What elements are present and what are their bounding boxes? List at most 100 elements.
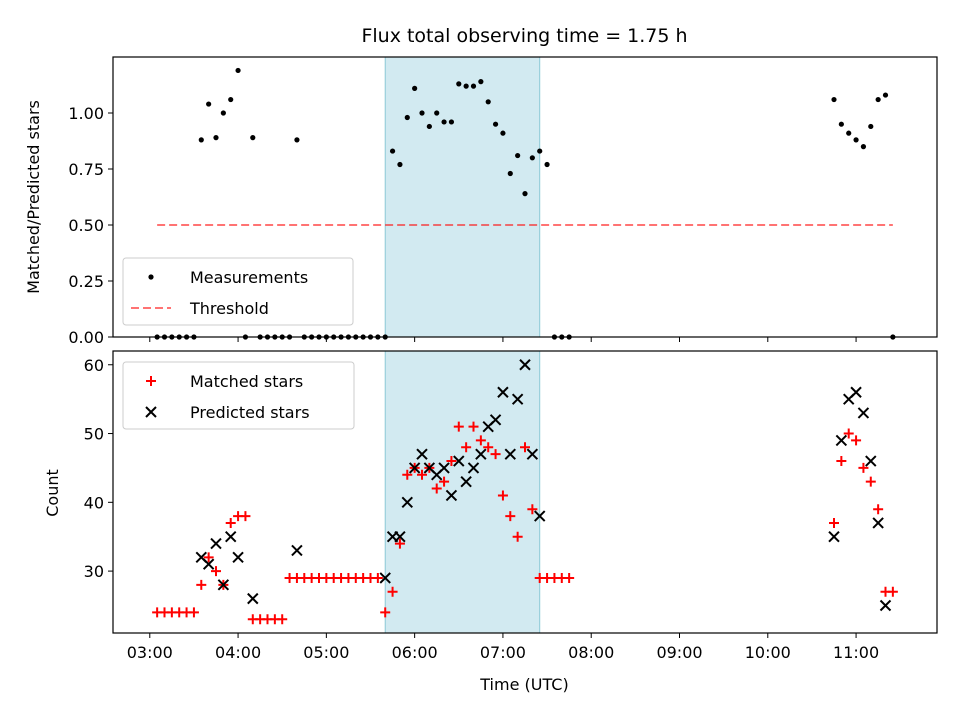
predicted-star-point <box>850 386 862 398</box>
predicted-star-point <box>438 462 450 474</box>
measurement-point <box>485 99 491 105</box>
measurement-point <box>250 135 256 141</box>
predicted-star-point <box>828 530 840 543</box>
predicted-star-point <box>379 572 391 584</box>
measurement-point <box>846 130 852 136</box>
measurement-point <box>860 144 867 150</box>
measurement-point <box>220 110 226 116</box>
bottom-legend: Matched stars Predicted stars <box>122 361 355 430</box>
measurement-point <box>875 96 881 103</box>
measurement-point <box>294 137 300 143</box>
matched-star-point <box>439 476 450 487</box>
predicted-star-point <box>445 489 458 502</box>
legend-label: Matched stars <box>190 372 303 391</box>
predicted-star-point <box>453 455 465 467</box>
legend-marker-measurements <box>148 274 154 280</box>
bottom-ytick-label: 50 <box>84 425 104 444</box>
measurement-point <box>235 67 241 74</box>
predicted-star-point <box>879 599 892 612</box>
predicted-star-point <box>291 544 303 557</box>
top-panel: Matched/Predicted stars 0.00 0.25 0.50 0.75… <box>24 56 938 347</box>
predicted-star-point <box>511 393 524 405</box>
measurement-point <box>522 191 528 197</box>
xtick-label: 09:00 <box>656 643 702 662</box>
top-ytick-label: 0.25 <box>68 272 104 291</box>
measurement-point <box>198 137 204 143</box>
legend-label: Predicted stars <box>190 403 310 422</box>
matched-star-point <box>211 566 221 577</box>
matched-star-point <box>196 579 207 590</box>
predicted-star-point <box>872 517 884 529</box>
predicted-star-point <box>408 462 421 474</box>
measurement-point <box>434 110 440 116</box>
matched-star-point <box>461 442 472 453</box>
predicted-star-point <box>394 530 406 543</box>
matched-star-point <box>453 421 464 432</box>
predicted-star-point <box>504 448 516 460</box>
matched-star-point <box>394 538 405 549</box>
predicted-star-point <box>857 407 870 419</box>
matched-star-point <box>505 511 516 522</box>
matched-star-point <box>240 511 251 522</box>
top-ytick-label: 0.50 <box>68 216 104 235</box>
xtick-label: 10:00 <box>745 643 791 662</box>
matched-star-point <box>483 442 494 453</box>
predicted-star-point <box>865 455 877 467</box>
bottom-ytick-label: 60 <box>84 356 104 375</box>
measurement-point <box>228 96 234 103</box>
measurement-point <box>389 148 396 154</box>
xtick-label: 06:00 <box>392 643 438 662</box>
predicted-star-point <box>416 448 428 460</box>
bottom-xlabel: Time (UTC) <box>479 675 568 694</box>
matched-star-point <box>512 531 523 542</box>
predicted-star-point <box>202 558 215 570</box>
matched-star-point <box>277 614 288 625</box>
predicted-star-point <box>232 551 244 564</box>
measurement-point <box>206 101 212 107</box>
measurement-point <box>529 155 535 161</box>
measurement-point <box>868 123 874 130</box>
top-legend-box <box>122 257 354 326</box>
legend-marker-predicted <box>145 406 157 418</box>
matched-star-point <box>497 490 508 501</box>
predicted-star-point <box>401 496 413 509</box>
xtick-label: 07:00 <box>480 643 526 662</box>
predicted-star-point <box>210 537 222 550</box>
legend-marker-matched <box>146 376 156 386</box>
measurement-point <box>838 121 844 127</box>
matched-star-point <box>402 469 413 480</box>
top-axes-frame <box>112 56 938 338</box>
xtick-label: 08:00 <box>568 643 614 662</box>
top-ytick-label: 1.00 <box>68 104 104 123</box>
predicted-star-point <box>217 579 230 591</box>
measurement-point <box>537 148 543 154</box>
matched-star-point <box>203 552 214 563</box>
matched-star-point <box>475 435 486 446</box>
matched-star-point <box>873 504 884 515</box>
measurement-point <box>478 79 484 85</box>
measurement-point <box>456 81 462 87</box>
bottom-observing-interval-shade <box>384 350 541 634</box>
chart-title: Flux total observing time = 1.75 h <box>361 25 687 47</box>
matched-star-point <box>225 517 236 528</box>
matched-star-point <box>417 469 427 480</box>
predicted-star-point <box>526 448 539 460</box>
matched-star-point <box>468 421 479 432</box>
measurement-point <box>853 137 859 143</box>
measurement-point <box>419 110 425 116</box>
matched-star-point <box>843 428 854 439</box>
measurement-point <box>507 170 513 177</box>
matched-star-point <box>829 517 839 528</box>
bottom-ylabel: Count <box>43 469 62 517</box>
measurement-point <box>882 92 889 98</box>
predicted-star-point <box>534 510 546 522</box>
matched-star-point <box>851 435 862 446</box>
measurement-point <box>412 85 418 91</box>
measurement-point <box>492 121 499 127</box>
matched-star-point <box>372 572 383 583</box>
matched-star-point <box>836 456 847 467</box>
predicted-star-point <box>460 475 472 488</box>
bottom-legend-box <box>122 361 355 430</box>
measurement-point <box>500 130 506 136</box>
measurement-point <box>515 152 521 159</box>
